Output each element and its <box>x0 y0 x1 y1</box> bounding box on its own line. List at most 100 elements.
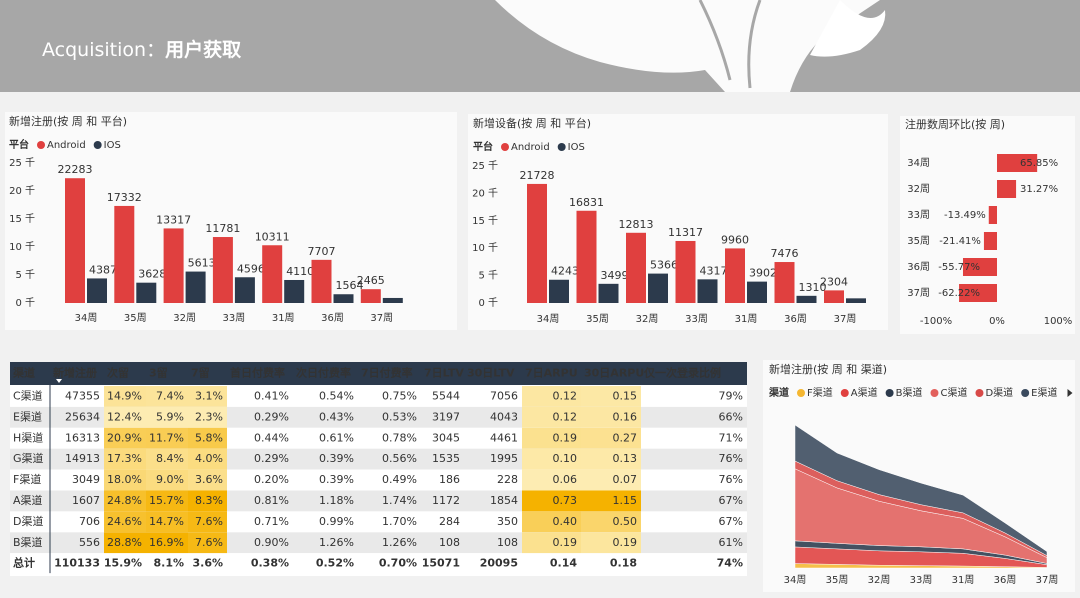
data-label: 11317 <box>668 226 703 239</box>
bar <box>626 232 646 303</box>
table-cell: 0.12 <box>553 410 578 423</box>
table-cell-bg <box>104 386 146 407</box>
x-tick-label: 34周 <box>75 312 98 324</box>
table-cell: 0.20% <box>254 473 289 486</box>
legend-label: C渠道 <box>940 386 967 399</box>
y-tick-label: 32周 <box>907 183 930 195</box>
data-label: 1564 <box>336 279 364 292</box>
table-cell: 4043 <box>490 410 518 423</box>
data-label: -13.49% <box>944 210 986 221</box>
table-cell: 7.4% <box>156 389 184 402</box>
table-cell-bg <box>146 427 188 449</box>
legend-label: IOS <box>104 140 121 151</box>
table-cell-bg <box>522 406 581 428</box>
x-tick-label: 33周 <box>223 312 246 324</box>
bar <box>576 210 597 303</box>
y-tick-label: 36周 <box>907 261 930 273</box>
table-cell-bg <box>188 406 227 428</box>
data-label: 4387 <box>89 263 117 276</box>
table-cell: 0.75% <box>382 389 417 402</box>
legend-marker <box>501 143 509 151</box>
table-cell: 67% <box>719 494 743 507</box>
table-cell: 76% <box>719 452 743 465</box>
table-cell: 24.8% <box>107 494 142 507</box>
table-header: 次留 <box>107 366 129 380</box>
table-cell-bg <box>104 406 146 428</box>
bar <box>796 295 817 303</box>
table-cell-bg <box>188 532 227 554</box>
x-tick-label: 36周 <box>321 312 344 324</box>
table-cell-bg <box>146 386 188 407</box>
table-header: 7日ARPU <box>525 367 578 380</box>
data-label: 17332 <box>107 191 142 204</box>
table-cell: 108 <box>439 536 460 549</box>
table-cell: 0.38% <box>251 557 289 570</box>
bar <box>234 277 255 303</box>
table-cell: 7.6% <box>195 515 223 528</box>
x-tick-label: 35周 <box>826 574 849 586</box>
table-cell-bg <box>581 511 641 533</box>
table-cell: E渠道 <box>13 409 42 423</box>
y-tick-label: 35周 <box>907 235 930 247</box>
table-cell: 74% <box>717 557 743 570</box>
table-cell: 0.90% <box>254 536 289 549</box>
legend-title: 平台 <box>473 140 493 153</box>
table-cell: H渠道 <box>13 430 43 444</box>
chart-title: 新增注册(按 周 和 渠道) <box>769 362 887 376</box>
legend-marker <box>930 389 939 397</box>
table-cell: 3.1% <box>195 389 223 402</box>
table-header: 7留 <box>191 366 210 380</box>
table-cell: 706 <box>79 515 100 528</box>
table-cell: 20.9% <box>107 431 142 444</box>
table-cell: 1172 <box>432 494 460 507</box>
table-cell-bg <box>581 386 641 407</box>
whale-lines <box>698 0 762 89</box>
title-en: Acquisition： <box>42 39 165 61</box>
bar <box>846 298 866 303</box>
sort-indicator <box>56 379 62 383</box>
table-cell: 5544 <box>432 389 460 402</box>
table-cell: 0.71% <box>254 515 289 528</box>
x-tick-label: 37周 <box>834 313 857 325</box>
table-cell: 15071 <box>422 557 460 570</box>
x-tick-label: 34周 <box>784 574 807 586</box>
y-tick-label: 33周 <box>907 209 930 221</box>
x-tick-label: 33周 <box>910 574 933 586</box>
table-header-bg <box>10 362 747 385</box>
legend-marker <box>840 389 849 397</box>
page-title: Acquisition：用户获取 <box>42 38 241 61</box>
bar <box>114 205 135 303</box>
bar <box>648 273 668 303</box>
table-cell: 0.56% <box>382 452 417 465</box>
whale-decoration <box>495 0 880 92</box>
table-cell-bg <box>581 469 641 491</box>
table-cell: 0.29% <box>254 410 289 423</box>
table-cell: 3197 <box>432 410 460 423</box>
legend-marker <box>37 141 45 149</box>
legend-label: F渠道 <box>807 386 833 399</box>
x-tick-label: 31周 <box>952 574 975 586</box>
data-label: 4243 <box>551 265 579 278</box>
data-label: -62.22% <box>938 288 980 299</box>
table-header: 3留 <box>149 366 168 380</box>
x-tick-label: 37周 <box>370 312 393 324</box>
legend-title: 平台 <box>9 138 29 151</box>
table-cell: C渠道 <box>13 388 43 402</box>
table-cell: 0.54% <box>319 389 354 402</box>
table-cell: 1854 <box>490 494 518 507</box>
table-cell: 1535 <box>432 452 460 465</box>
bar <box>549 279 569 303</box>
x-tick-label: 36周 <box>994 574 1017 586</box>
legend-more <box>1067 389 1073 397</box>
data-label: 4596 <box>237 262 265 275</box>
table-header: 7日付费率 <box>361 366 413 380</box>
table-cell: 12.4% <box>107 410 142 423</box>
bar <box>959 284 997 302</box>
data-label: 4317 <box>700 264 728 277</box>
y-tick-label: 20 千 <box>472 187 498 199</box>
table-cell: 14.9% <box>107 389 142 402</box>
table-cell: 15.7% <box>149 494 184 507</box>
table-cell-bg <box>104 448 146 470</box>
table-cell: A渠道 <box>13 493 43 507</box>
table-cell: 0.27 <box>613 431 638 444</box>
